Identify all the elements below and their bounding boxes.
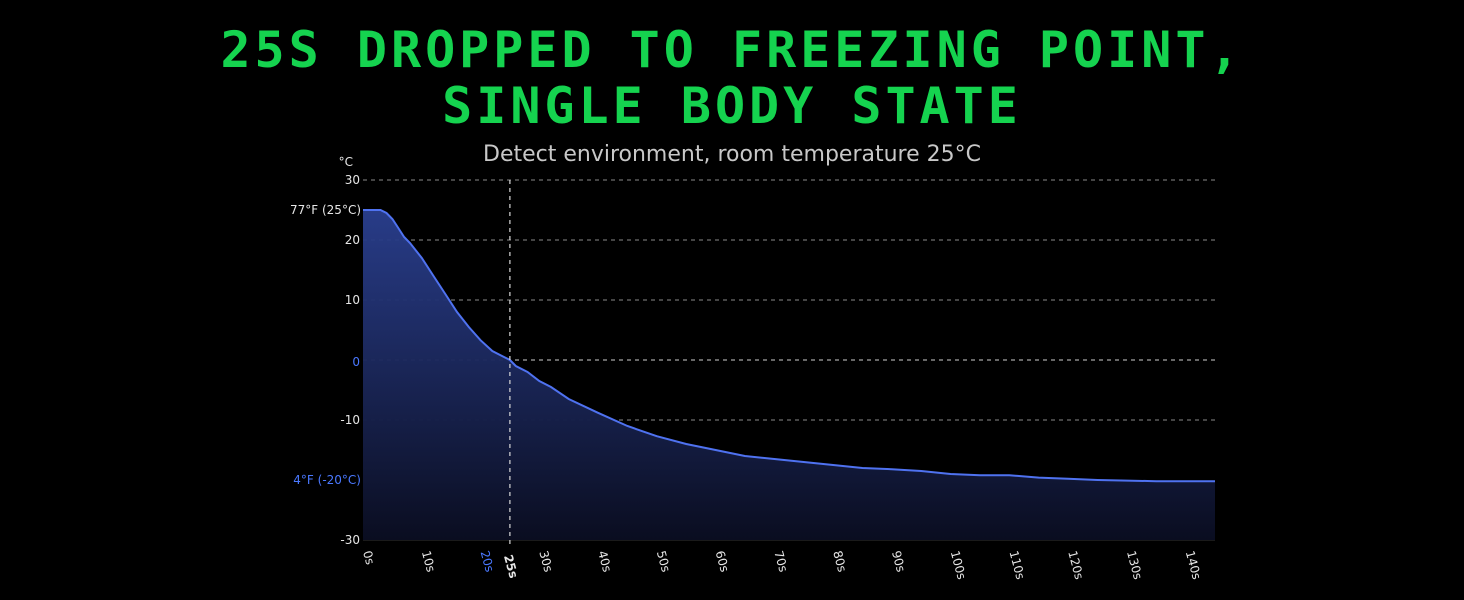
x-tick-label: 25s [501, 553, 521, 580]
x-tick-label: 0s [360, 549, 377, 566]
x-tick-label: 30s [536, 549, 555, 573]
headline: 25S DROPPED TO FREEZING POINT, SINGLE BO… [0, 22, 1464, 134]
temperature-line [363, 209, 1215, 483]
headline-line-2: SINGLE BODY STATE [442, 77, 1022, 135]
x-tick-label: 70s [771, 549, 790, 573]
y-axis-label: °C [339, 155, 353, 169]
x-tick-label: 40s [595, 549, 614, 573]
x-tick-label: 10s [419, 549, 438, 573]
x-tick-label: 90s [889, 549, 908, 573]
x-tick-label: 20s [478, 549, 497, 573]
y-tick-label: -10 [340, 413, 360, 427]
x-tick-label: 120s [1065, 549, 1086, 581]
x-tick-label: 60s [713, 549, 732, 573]
x-tick-label: 100s [948, 549, 969, 581]
x-tick-label: 130s [1124, 549, 1145, 581]
temperature-area [363, 210, 1215, 540]
y-tick-label: 20 [345, 233, 360, 247]
y-tick-label: 0 [352, 355, 360, 369]
y-tick-label: 10 [345, 293, 360, 307]
y-tick-label: 30 [345, 173, 360, 187]
headline-line-1: 25S DROPPED TO FREEZING POINT, [220, 21, 1244, 79]
x-tick-label: 80s [830, 549, 849, 573]
chart-subtitle: Detect environment, room temperature 25°… [483, 142, 981, 167]
y-annotation-label: 4°F (-20°C) [293, 473, 361, 487]
y-tick-label: -30 [340, 533, 360, 547]
x-tick-label: 140s [1183, 549, 1204, 581]
y-annotation-label: 77°F (25°C) [290, 203, 361, 217]
x-tick-label: 110s [1006, 549, 1027, 581]
x-tick-label: 50s [654, 549, 673, 573]
